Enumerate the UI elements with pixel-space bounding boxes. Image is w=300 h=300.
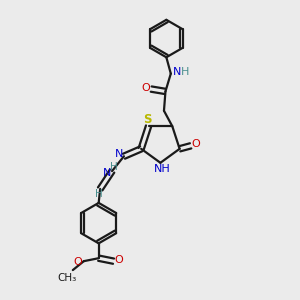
Text: O: O [142,83,150,93]
Text: S: S [143,113,151,126]
Text: H: H [95,189,103,199]
Text: O: O [192,140,200,149]
Text: H: H [110,162,117,172]
Text: O: O [74,257,82,267]
Text: N: N [173,67,182,77]
Text: N: N [103,168,112,178]
Text: CH₃: CH₃ [57,272,76,283]
Text: H: H [181,67,189,77]
Text: NH: NH [154,164,170,174]
Text: O: O [115,255,123,265]
Text: N: N [115,149,124,159]
